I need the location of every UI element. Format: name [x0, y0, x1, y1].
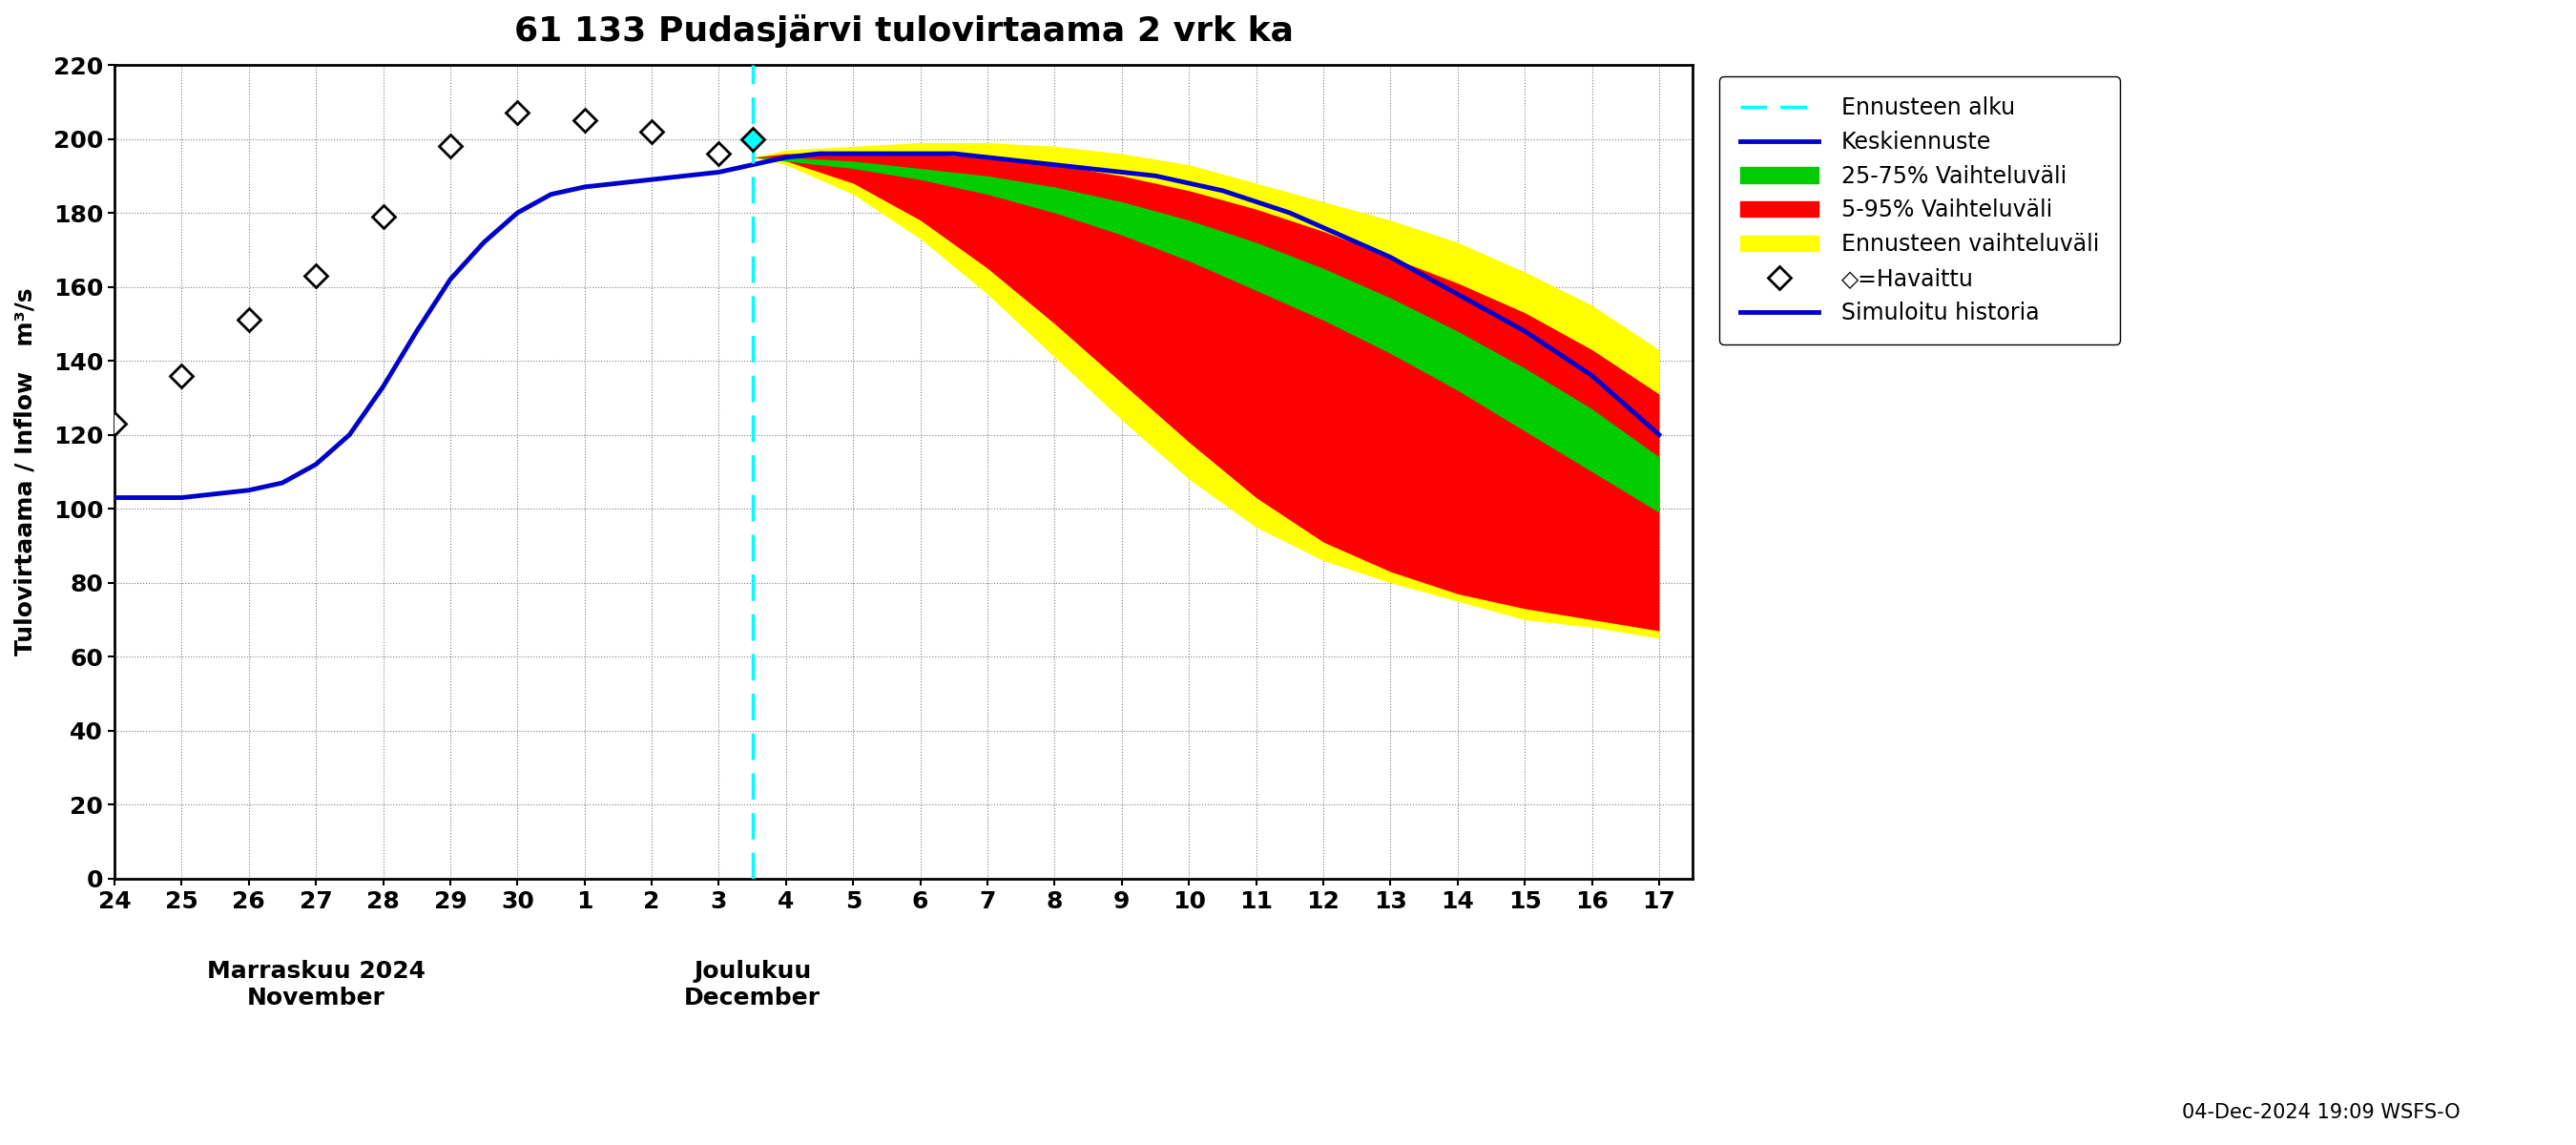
Text: Marraskuu 2024
November: Marraskuu 2024 November [206, 960, 425, 1010]
Y-axis label: Tulovirtaama / Inflow   m³/s: Tulovirtaama / Inflow m³/s [15, 287, 36, 656]
Title: 61 133 Pudasjärvi tulovirtaama 2 vrk ka: 61 133 Pudasjärvi tulovirtaama 2 vrk ka [513, 14, 1293, 48]
Legend: Ennusteen alku, Keskiennuste, 25-75% Vaihteluväli, 5-95% Vaihteluväli, Ennusteen: Ennusteen alku, Keskiennuste, 25-75% Vai… [1721, 77, 2120, 345]
Text: 04-Dec-2024 19:09 WSFS-O: 04-Dec-2024 19:09 WSFS-O [2182, 1103, 2460, 1122]
Text: Joulukuu
December: Joulukuu December [685, 960, 822, 1010]
